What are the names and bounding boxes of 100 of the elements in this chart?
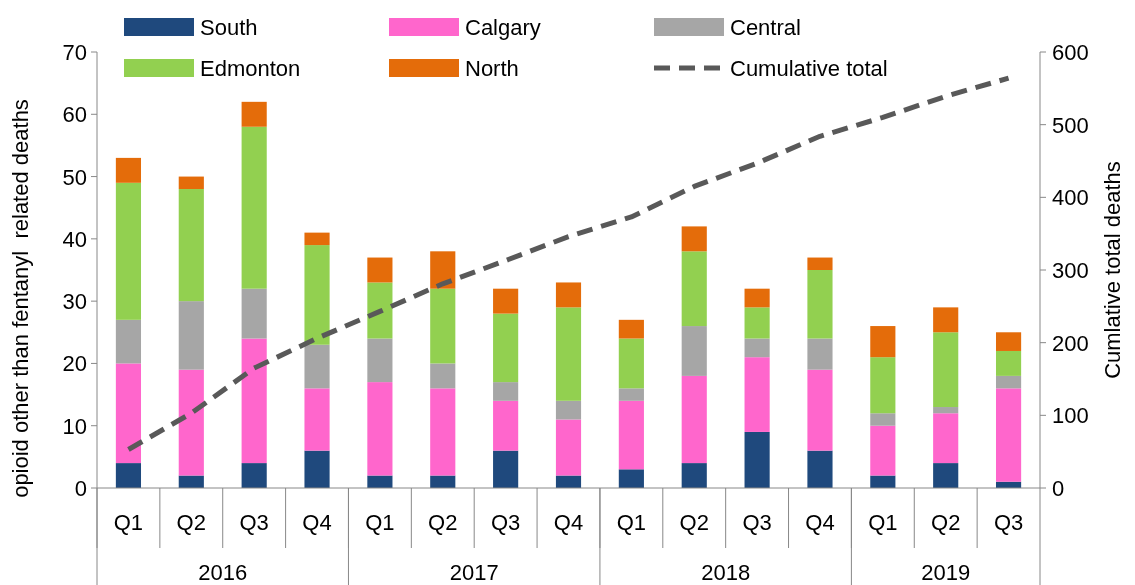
bar <box>430 363 456 389</box>
x-tick-label: Q3 <box>490 510 521 535</box>
y2-tick-label: 400 <box>1052 185 1089 211</box>
bar <box>618 400 644 470</box>
bar <box>933 463 959 488</box>
y-tick-label: 70 <box>62 40 87 65</box>
bar <box>304 344 330 389</box>
bar <box>367 282 393 339</box>
x-tick-label: Q4 <box>302 510 332 535</box>
bar <box>430 388 456 476</box>
y2-tick-label: 100 <box>1052 403 1089 429</box>
bar <box>681 375 707 464</box>
legend-label: North <box>465 56 519 81</box>
y2-axis-title: Cumlative total deaths <box>1100 161 1125 379</box>
y-tick-label: 10 <box>62 413 87 439</box>
bar <box>555 400 582 420</box>
x-tick-label: Q4 <box>553 510 584 535</box>
bar <box>933 413 959 464</box>
bar <box>807 257 833 270</box>
bar <box>241 126 267 289</box>
y2-tick-label: 300 <box>1052 258 1089 283</box>
bar <box>681 463 707 488</box>
y-tick-label: 20 <box>62 351 87 377</box>
bar <box>870 357 896 414</box>
text: 2018 <box>701 560 751 585</box>
bar <box>178 189 204 302</box>
y-tick-label: 60 <box>62 102 87 128</box>
bar <box>241 101 267 127</box>
bar <box>618 319 644 339</box>
x-tick-label: Q3 <box>993 510 1024 535</box>
bar <box>115 319 142 364</box>
bar <box>995 388 1022 482</box>
bar <box>115 363 142 464</box>
y2-tick-label: 200 <box>1052 330 1089 356</box>
bar <box>241 463 267 488</box>
legend-label: Central <box>730 15 801 40</box>
bar <box>304 388 330 451</box>
bar <box>681 226 707 252</box>
x-tick-label: Q4 <box>805 510 835 535</box>
legend-label: South <box>200 15 258 40</box>
bar <box>367 338 393 383</box>
x-tick-label: Q2 <box>428 510 458 535</box>
bar <box>744 357 770 432</box>
bar <box>430 288 456 364</box>
bar <box>555 307 582 401</box>
bar <box>744 307 770 339</box>
x-tick-label: Q2 <box>679 510 709 535</box>
bar <box>995 350 1022 376</box>
bar <box>493 400 519 451</box>
y-tick-label: 30 <box>62 289 87 315</box>
bar <box>555 419 582 476</box>
bar <box>304 450 330 488</box>
y2-tick-label: 600 <box>1052 40 1089 65</box>
bar <box>178 301 204 370</box>
bar <box>304 232 330 246</box>
bar <box>618 469 644 488</box>
bar <box>178 369 204 476</box>
y-tick-label: 40 <box>62 226 87 252</box>
bar <box>681 251 707 327</box>
bar <box>681 326 707 376</box>
bar <box>744 338 770 358</box>
bar <box>367 257 393 283</box>
bar <box>807 450 833 488</box>
bar <box>870 413 896 426</box>
bar <box>430 251 456 289</box>
y-tick-label: 50 <box>62 164 87 190</box>
x-tick-label: Q1 <box>113 510 144 535</box>
text: 2019 <box>921 560 971 585</box>
x-tick-label: Q1 <box>365 510 395 535</box>
x-tick-label: Q1 <box>868 510 898 535</box>
bar <box>744 431 770 488</box>
bar <box>870 326 896 358</box>
x-tick-label: Q1 <box>616 510 647 535</box>
bar <box>115 157 142 183</box>
bar <box>493 450 519 488</box>
bar <box>618 338 644 389</box>
bar <box>178 176 204 190</box>
bar <box>744 288 770 308</box>
y2-tick-label: 500 <box>1052 112 1089 138</box>
bar <box>807 369 833 451</box>
bar <box>933 307 959 333</box>
bar <box>555 282 582 308</box>
x-tick-label: Q2 <box>176 510 206 535</box>
bar <box>870 425 896 476</box>
bar <box>493 313 519 383</box>
legend-label: Edmonton <box>200 56 301 81</box>
x-tick-label: Q2 <box>931 510 961 535</box>
text: 2016 <box>198 560 248 585</box>
bar <box>807 338 833 370</box>
x-tick-label: Q3 <box>742 510 772 535</box>
bar <box>995 375 1022 389</box>
bar <box>304 245 330 345</box>
bar <box>241 338 267 464</box>
legend-label: Calgary <box>465 15 541 40</box>
bar <box>493 288 519 314</box>
bar <box>115 182 142 320</box>
bar <box>241 288 267 339</box>
bar <box>995 332 1022 351</box>
text: 2017 <box>449 560 499 585</box>
y2-tick-label: 0 <box>1052 476 1065 501</box>
